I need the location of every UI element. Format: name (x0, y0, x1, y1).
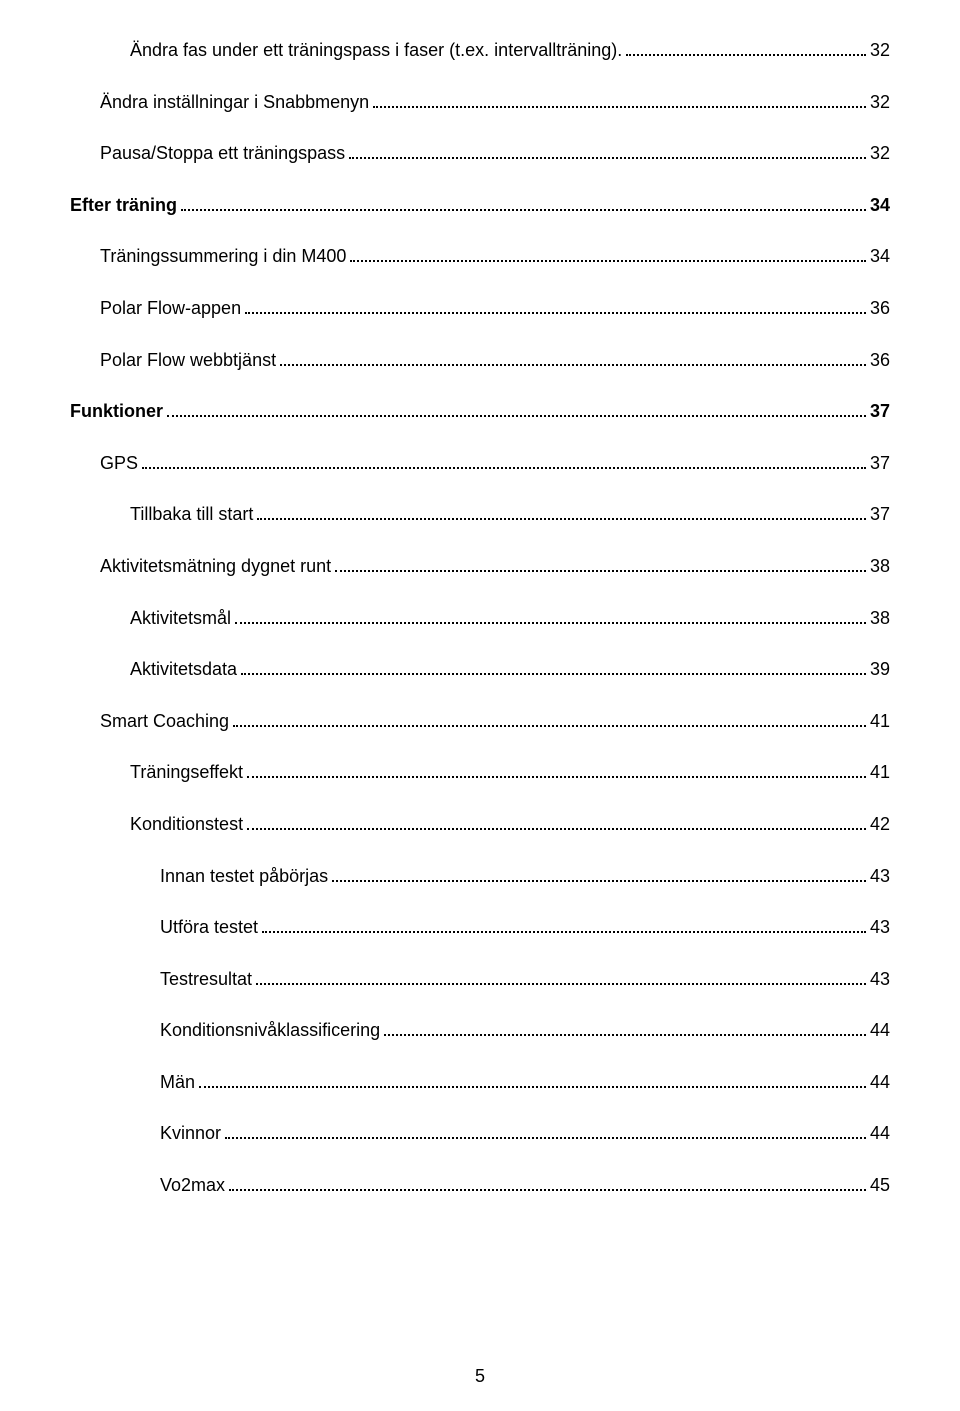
toc-page-number: 37 (870, 453, 890, 475)
toc-leader-dots (181, 196, 866, 211)
toc-label: Aktivitetsmätning dygnet runt (100, 556, 331, 578)
toc-row: Träningseffekt 41 (70, 762, 890, 784)
toc-page-number: 43 (870, 866, 890, 888)
toc-label: Konditionsnivåklassificering (160, 1020, 380, 1042)
toc-row: Män 44 (70, 1072, 890, 1094)
toc-label: Aktivitetsmål (130, 608, 231, 630)
toc-label: Män (160, 1072, 195, 1094)
toc-page-number: 45 (870, 1175, 890, 1197)
toc-leader-dots (235, 609, 866, 624)
toc-row: Konditionsnivåklassificering 44 (70, 1020, 890, 1042)
toc-row: Funktioner 37 (70, 401, 890, 423)
toc-leader-dots (335, 557, 866, 572)
toc-label: Träningseffekt (130, 762, 243, 784)
toc-leader-dots (225, 1125, 866, 1140)
toc-leader-dots (229, 1176, 866, 1191)
toc-page-number: 44 (870, 1072, 890, 1094)
toc-label: Polar Flow-appen (100, 298, 241, 320)
toc-label: Polar Flow webbtjänst (100, 350, 276, 372)
toc-page-number: 32 (870, 143, 890, 165)
toc-label: Konditionstest (130, 814, 243, 836)
toc-page-number: 37 (870, 504, 890, 526)
toc-label: Tillbaka till start (130, 504, 253, 526)
toc-label: Efter träning (70, 195, 177, 217)
toc-list: Ändra fas under ett träningspass i faser… (70, 40, 890, 1197)
toc-row: Vo2max 45 (70, 1175, 890, 1197)
toc-row: Utföra testet 43 (70, 917, 890, 939)
toc-leader-dots (247, 764, 866, 779)
toc-row: GPS 37 (70, 453, 890, 475)
toc-row: Ändra inställningar i Snabbmenyn 32 (70, 92, 890, 114)
toc-row: Pausa/Stoppa ett träningspass 32 (70, 143, 890, 165)
toc-label: Ändra fas under ett träningspass i faser… (130, 40, 622, 62)
toc-row: Smart Coaching 41 (70, 711, 890, 733)
toc-label: Vo2max (160, 1175, 225, 1197)
toc-label: GPS (100, 453, 138, 475)
toc-label: Innan testet påbörjas (160, 866, 328, 888)
toc-label: Pausa/Stoppa ett träningspass (100, 143, 345, 165)
toc-leader-dots (233, 712, 866, 727)
toc-label: Testresultat (160, 969, 252, 991)
toc-row: Tillbaka till start 37 (70, 504, 890, 526)
toc-page: Ändra fas under ett träningspass i faser… (0, 0, 960, 1411)
toc-page-number: 42 (870, 814, 890, 836)
toc-leader-dots (350, 248, 866, 263)
toc-leader-dots (373, 93, 866, 108)
toc-label: Kvinnor (160, 1123, 221, 1145)
toc-leader-dots (257, 506, 866, 521)
toc-label: Smart Coaching (100, 711, 229, 733)
toc-page-number: 34 (870, 246, 890, 268)
toc-page-number: 32 (870, 92, 890, 114)
toc-page-number: 36 (870, 298, 890, 320)
toc-label: Aktivitetsdata (130, 659, 237, 681)
toc-leader-dots (626, 41, 866, 56)
toc-leader-dots (245, 299, 866, 314)
toc-leader-dots (247, 815, 866, 830)
toc-row: Konditionstest 42 (70, 814, 890, 836)
toc-row: Efter träning 34 (70, 195, 890, 217)
toc-label: Ändra inställningar i Snabbmenyn (100, 92, 369, 114)
toc-page-number: 38 (870, 556, 890, 578)
toc-row: Testresultat 43 (70, 969, 890, 991)
toc-page-number: 36 (870, 350, 890, 372)
toc-row: Ändra fas under ett träningspass i faser… (70, 40, 890, 62)
toc-leader-dots (167, 403, 866, 418)
toc-row: Polar Flow webbtjänst 36 (70, 350, 890, 372)
toc-row: Träningssummering i din M400 34 (70, 246, 890, 268)
toc-leader-dots (332, 867, 866, 882)
toc-leader-dots (199, 1073, 866, 1088)
toc-leader-dots (349, 145, 866, 160)
toc-label: Träningssummering i din M400 (100, 246, 346, 268)
toc-page-number: 39 (870, 659, 890, 681)
toc-row: Kvinnor 44 (70, 1123, 890, 1145)
toc-page-number: 34 (870, 195, 890, 217)
toc-page-number: 44 (870, 1020, 890, 1042)
toc-leader-dots (262, 919, 866, 934)
toc-leader-dots (384, 1022, 866, 1037)
toc-leader-dots (280, 351, 866, 366)
toc-row: Polar Flow-appen 36 (70, 298, 890, 320)
toc-label: Utföra testet (160, 917, 258, 939)
toc-page-number: 38 (870, 608, 890, 630)
page-number: 5 (0, 1366, 960, 1387)
toc-row: Aktivitetsmätning dygnet runt 38 (70, 556, 890, 578)
toc-page-number: 41 (870, 762, 890, 784)
toc-page-number: 32 (870, 40, 890, 62)
toc-row: Innan testet påbörjas 43 (70, 866, 890, 888)
toc-page-number: 41 (870, 711, 890, 733)
toc-leader-dots (241, 661, 866, 676)
toc-page-number: 43 (870, 969, 890, 991)
toc-page-number: 43 (870, 917, 890, 939)
toc-page-number: 44 (870, 1123, 890, 1145)
toc-row: Aktivitetsmål 38 (70, 608, 890, 630)
toc-page-number: 37 (870, 401, 890, 423)
toc-label: Funktioner (70, 401, 163, 423)
toc-row: Aktivitetsdata 39 (70, 659, 890, 681)
toc-leader-dots (256, 970, 866, 985)
toc-leader-dots (142, 454, 866, 469)
